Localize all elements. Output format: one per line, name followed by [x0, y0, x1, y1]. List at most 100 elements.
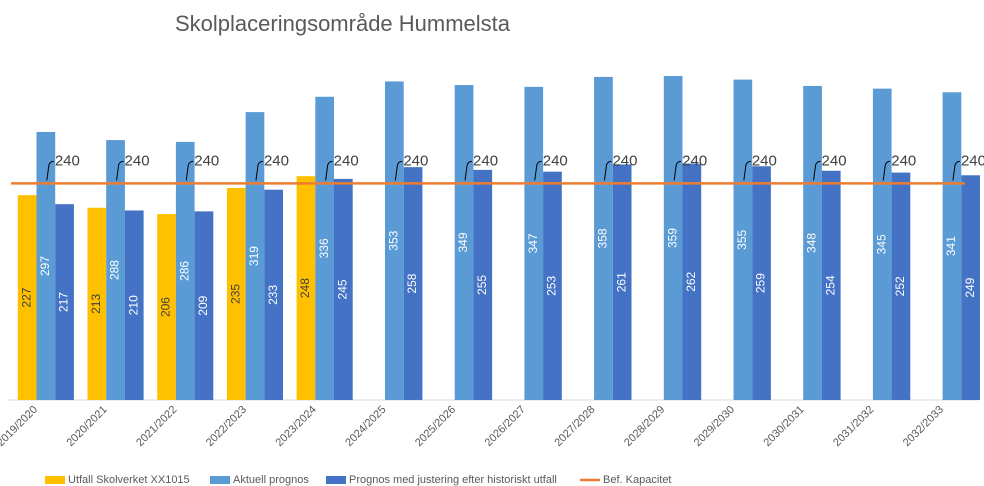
legend-swatch — [326, 476, 346, 484]
bar — [403, 167, 423, 400]
bar — [385, 81, 404, 400]
bar — [36, 131, 56, 400]
bar — [612, 164, 632, 400]
chart-title: Skolplaceringsområde Hummelsta — [175, 11, 511, 36]
leader-line — [813, 160, 821, 181]
leader-line — [534, 160, 542, 181]
data-label: 240 — [125, 152, 150, 169]
data-label: 358 — [596, 228, 610, 248]
bar — [961, 175, 980, 400]
data-label: 240 — [194, 152, 219, 169]
legend-label: Aktuell prognos — [233, 474, 309, 486]
legend-swatch — [45, 476, 65, 484]
data-label: 254 — [823, 275, 837, 295]
bar — [315, 96, 334, 400]
data-label: 240 — [403, 152, 428, 169]
data-label: 341 — [944, 236, 958, 256]
data-label: 286 — [177, 261, 191, 281]
leader-line — [464, 160, 473, 181]
data-label: 240 — [822, 152, 847, 169]
leader-line — [603, 160, 612, 181]
bar — [543, 171, 562, 400]
legend-swatch — [210, 476, 230, 484]
bar — [803, 85, 822, 401]
data-label: 240 — [473, 152, 498, 169]
bar — [226, 187, 246, 400]
bar — [87, 207, 107, 400]
bar — [891, 172, 911, 400]
data-label: 217 — [57, 292, 71, 312]
leader-line — [952, 160, 960, 181]
data-label: 262 — [684, 271, 698, 291]
data-label: 297 — [38, 256, 52, 276]
data-label: 240 — [752, 152, 777, 169]
data-label: 319 — [247, 246, 261, 266]
legend-label: Utfall Skolverket XX1015 — [68, 474, 190, 486]
bar — [175, 141, 195, 400]
legend-label: Prognos med justering efter historiskt u… — [349, 474, 557, 486]
data-label: 259 — [754, 273, 768, 293]
bar — [334, 178, 353, 400]
data-label: 248 — [298, 278, 312, 298]
bar — [296, 176, 316, 400]
data-label: 253 — [545, 276, 559, 296]
leader-line — [394, 160, 403, 181]
bar — [194, 211, 214, 400]
data-label: 355 — [735, 229, 749, 249]
data-label: 261 — [614, 272, 628, 292]
data-label: 240 — [55, 152, 80, 169]
bar — [942, 92, 962, 400]
bar — [594, 76, 613, 400]
data-label: 255 — [475, 275, 489, 295]
bar — [157, 214, 176, 400]
data-label: 240 — [961, 152, 984, 169]
bar — [473, 169, 493, 400]
data-label: 240 — [264, 152, 289, 169]
bar — [55, 204, 74, 400]
data-label: 235 — [228, 284, 242, 304]
bar — [124, 210, 144, 400]
bar — [752, 166, 771, 400]
data-label: 345 — [874, 234, 888, 254]
bar — [524, 86, 544, 401]
bar — [733, 79, 753, 401]
bar — [454, 85, 474, 400]
data-label: 233 — [266, 285, 280, 305]
data-label: 347 — [526, 233, 540, 253]
leader-line — [743, 160, 751, 181]
data-label: 348 — [805, 233, 819, 253]
bar — [106, 140, 125, 400]
data-label: 240 — [334, 152, 359, 169]
leader-line — [185, 160, 194, 181]
leader-line — [325, 160, 333, 181]
data-label: 336 — [317, 238, 331, 258]
data-label: 252 — [893, 276, 907, 296]
bar — [682, 163, 702, 400]
leader-line — [882, 160, 891, 181]
bar — [872, 88, 892, 400]
data-label: 245 — [336, 279, 350, 299]
data-label: 258 — [405, 273, 419, 293]
data-label: 349 — [456, 232, 470, 252]
leader-line — [116, 160, 124, 181]
leader-line — [46, 160, 54, 181]
data-label: 240 — [612, 152, 637, 169]
bar — [17, 195, 37, 400]
data-label: 210 — [126, 295, 140, 315]
data-label: 249 — [963, 277, 977, 297]
data-label: 288 — [108, 260, 122, 280]
data-label: 240 — [682, 152, 707, 169]
data-label: 209 — [196, 295, 210, 315]
data-label: 240 — [891, 152, 916, 169]
bar — [821, 170, 841, 400]
legend-label: Bef. Kapacitet — [603, 474, 672, 486]
data-label: 213 — [89, 294, 103, 314]
bar — [663, 76, 683, 400]
data-label: 227 — [19, 287, 33, 307]
data-label: 206 — [159, 297, 173, 317]
leader-line — [255, 160, 263, 181]
data-label: 240 — [543, 152, 568, 169]
data-label: 353 — [387, 230, 401, 250]
